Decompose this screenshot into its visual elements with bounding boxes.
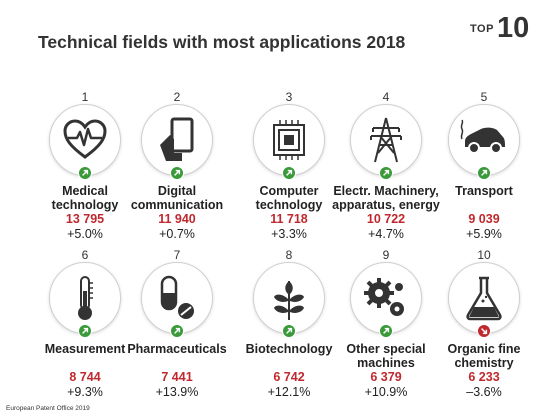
change-percent: +12.1% [233,384,345,400]
field-card: 2 Digital communication11 940+0.7% [121,90,233,242]
rank-number: 2 [121,90,233,104]
trend-up-icon [282,324,296,338]
arrow-up-right-icon [173,327,181,335]
rank-number: 4 [330,90,442,104]
arrow-up-right-icon [382,169,390,177]
trend-up-icon [170,324,184,338]
trend-up-icon [379,324,393,338]
arrow-up-right-icon [480,169,488,177]
icon-wrap [121,262,233,332]
change-percent: +5.9% [428,226,540,242]
application-count: 10 722 [330,212,442,226]
application-count: 6 379 [330,370,442,384]
field-card: 5 Transport9 039+5.9% [428,90,540,242]
rank-number: 8 [233,248,345,262]
arrow-up-right-icon [81,327,89,335]
page-title: Technical fields with most applications … [38,32,405,53]
rank-number: 9 [330,248,442,262]
field-name: Other special machines [330,342,442,370]
trend-up-icon [282,166,296,180]
trend-up-icon [170,166,184,180]
arrow-up-right-icon [173,169,181,177]
icon-wrap [233,104,345,174]
field-name: Digital communication [121,184,233,212]
field-name: Organic fine chemistry [428,342,540,370]
application-count: 6 742 [233,370,345,384]
icon-wrap [330,262,442,332]
trend-up-icon [78,324,92,338]
rank-number: 3 [233,90,345,104]
change-percent: +10.9% [330,384,442,400]
icon-wrap [428,104,540,174]
field-name: Computer technology [233,184,345,212]
field-card: 4 Electr. Machinery, apparatus, energy10 … [330,90,442,242]
rank-number: 7 [121,248,233,262]
field-card: 3 Computer technology11 718+3.3% [233,90,345,242]
trend-up-icon [477,166,491,180]
badge-top-label: TOP [470,23,494,35]
source-footer: European Patent Office 2019 [6,405,90,412]
arrow-up-right-icon [382,327,390,335]
application-count: 7 441 [121,370,233,384]
trend-down-icon [477,324,491,338]
badge-number: 10 [497,14,529,43]
change-percent: +0.7% [121,226,233,242]
trend-up-icon [78,166,92,180]
icon-wrap [121,104,233,174]
rank-number: 10 [428,248,540,262]
trend-up-icon [379,166,393,180]
change-percent: +4.7% [330,226,442,242]
application-count: 6 233 [428,370,540,384]
application-count: 11 718 [233,212,345,226]
field-name: Transport [428,184,540,212]
change-percent: +3.3% [233,226,345,242]
field-card: 7 Pharmaceuticals7 441+13.9% [121,248,233,400]
icon-wrap [428,262,540,332]
application-count: 9 039 [428,212,540,226]
change-percent: –3.6% [428,384,540,400]
change-percent: +13.9% [121,384,233,400]
icon-wrap [233,262,345,332]
arrow-down-right-icon [480,327,488,335]
field-card: 9 Other special machines6 379+10.9% [330,248,442,400]
arrow-up-right-icon [285,327,293,335]
icon-wrap [330,104,442,174]
field-card: 10 Organic fine chemistry6 233–3.6% [428,248,540,400]
field-name: Electr. Machinery, apparatus, energy [330,184,442,212]
field-card: 8 Biotechnology6 742+12.1% [233,248,345,400]
field-name: Biotechnology [233,342,345,370]
arrow-up-right-icon [81,169,89,177]
arrow-up-right-icon [285,169,293,177]
rank-number: 5 [428,90,540,104]
application-count: 11 940 [121,212,233,226]
field-name: Pharmaceuticals [121,342,233,370]
